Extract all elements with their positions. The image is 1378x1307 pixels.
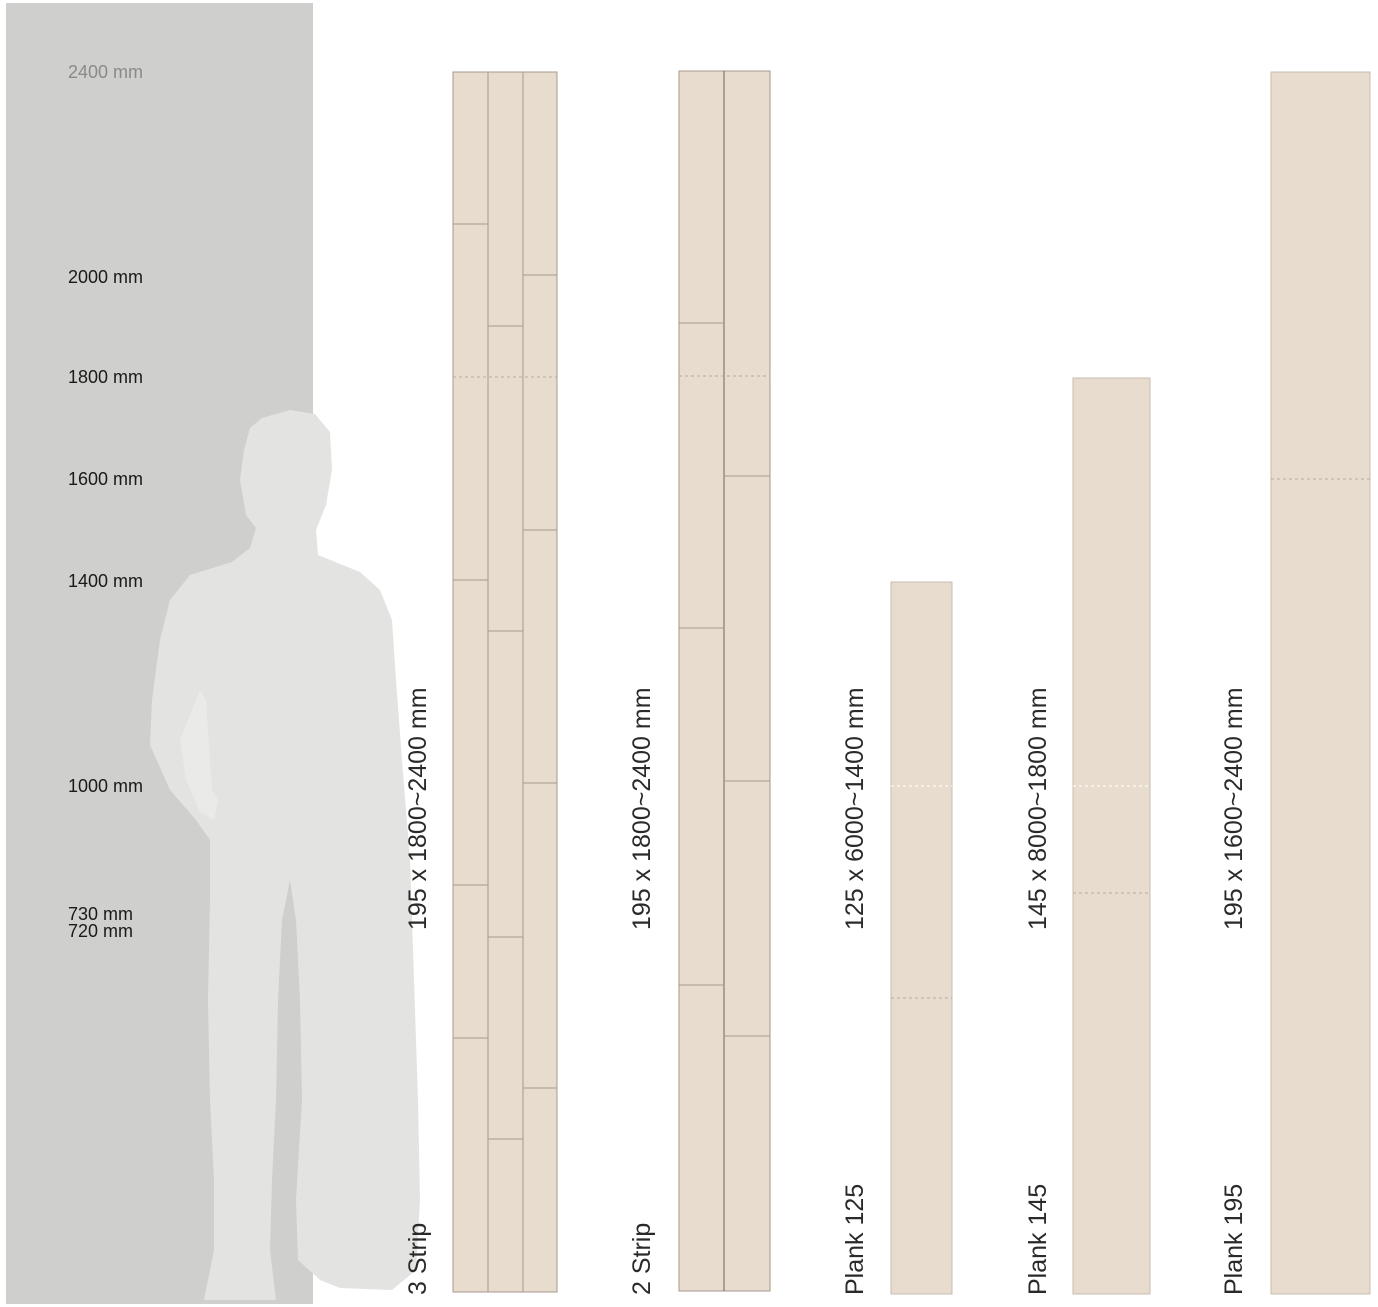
- tick-1000: 1000 mm: [68, 776, 144, 796]
- tick-1400: 1400 mm: [68, 571, 144, 591]
- tick-1600: 1600 mm: [68, 469, 144, 489]
- tick-730: 730 mm: [68, 904, 134, 924]
- board-plank-125: [890, 581, 953, 1295]
- tick-2400: 2400 mm: [68, 62, 144, 82]
- board-plank-195: [1270, 71, 1371, 1295]
- board-plank-145: [1072, 377, 1151, 1295]
- board-3-strip: [452, 71, 558, 1293]
- board-2-strip: [678, 70, 771, 1292]
- tick-720: 720 mm: [68, 921, 134, 941]
- tick-1800: 1800 mm: [68, 367, 144, 387]
- tick-2000: 2000 mm: [68, 267, 144, 287]
